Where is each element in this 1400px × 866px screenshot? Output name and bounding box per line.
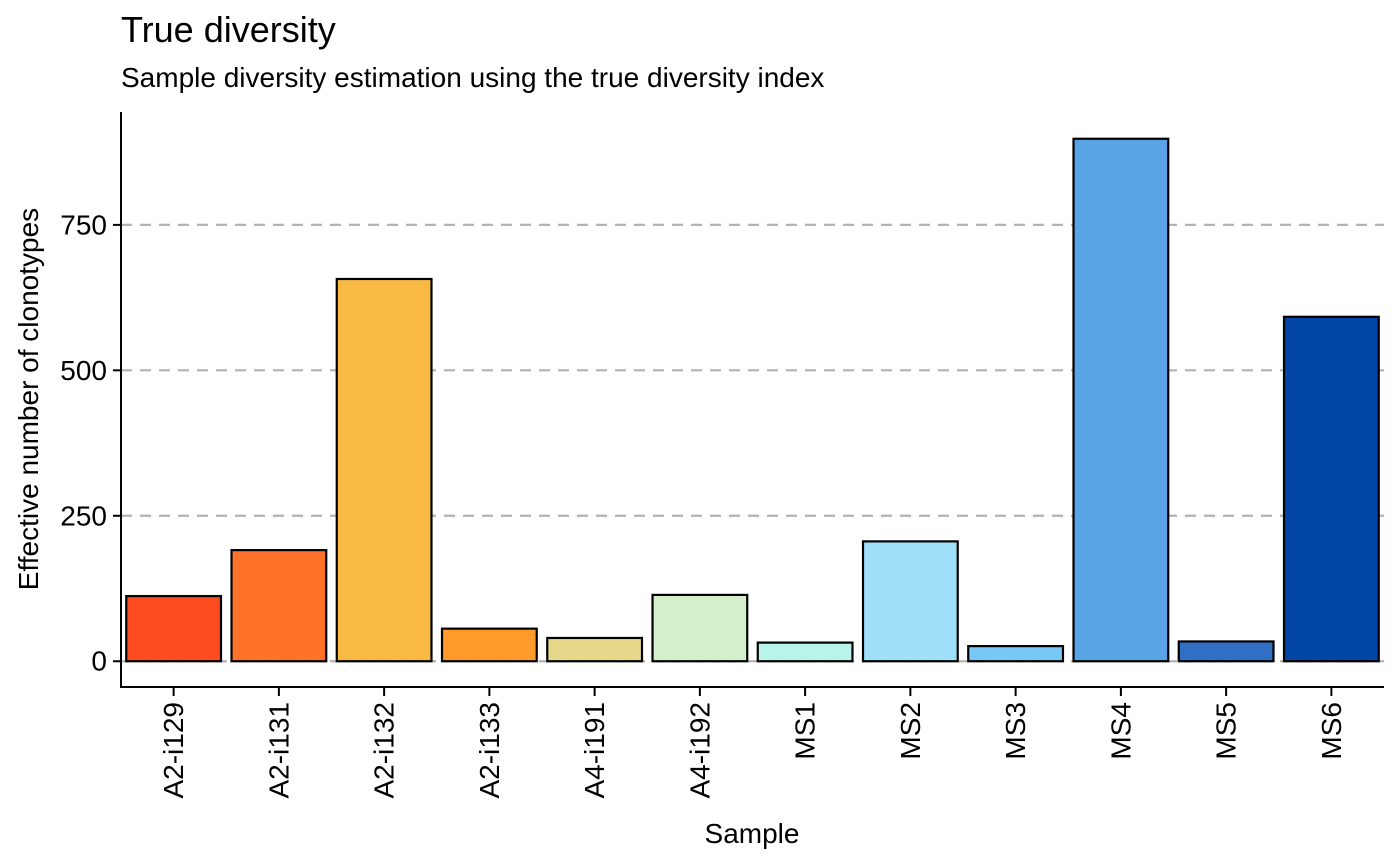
gridlines [121,223,1384,663]
bar-MS1 [756,641,854,663]
x-ticks: A2-i129 A2-i131 A2-i132 A2-i133 A4-i191 A4-i1… [158,688,1347,799]
x-tick-label-MS3: MS3 [1000,702,1031,760]
bar-MS6 [1282,315,1380,663]
y-tick-label-750: 750 [60,209,107,240]
chart-subtitle: Sample diversity estimation using the tr… [121,62,825,93]
bar-MS3 [967,645,1065,663]
bar-MS4 [1072,137,1170,663]
x-tick-label-MS5: MS5 [1211,702,1242,760]
x-tick-label-MS2: MS2 [895,702,926,760]
bar-A4-i192 [651,593,749,663]
bar-A4-i191 [546,636,644,663]
bar-MS2 [861,540,959,663]
x-tick-label-MS1: MS1 [790,702,821,760]
chart-title: True diversity [121,9,336,50]
axes [120,112,1384,688]
x-tick-label-A2-i131: A2-i131 [263,702,294,799]
x-tick-label-A2-i132: A2-i132 [369,702,400,799]
y-ticks: 0 250 500 750 [60,209,121,677]
x-tick-label-A4-i192: A4-i192 [684,702,715,799]
y-axis-title: Effective number of clonotypes [13,208,44,590]
bar-A2-i131 [230,549,328,663]
bar-A2-i132 [335,277,433,663]
x-tick-label-A2-i129: A2-i129 [158,702,189,799]
bar-A2-i133 [440,627,538,663]
y-tick-label-0: 0 [91,646,107,677]
bars [125,137,1380,663]
x-tick-label-A4-i191: A4-i191 [579,702,610,799]
x-tick-label-MS6: MS6 [1316,702,1347,760]
bar-MS5 [1177,640,1275,663]
x-tick-label-A2-i133: A2-i133 [474,702,505,799]
y-tick-label-250: 250 [60,500,107,531]
x-axis-title: Sample [705,818,800,849]
x-tick-label-MS4: MS4 [1105,702,1136,760]
bar-A2-i129 [125,594,223,663]
y-tick-label-500: 500 [60,355,107,386]
